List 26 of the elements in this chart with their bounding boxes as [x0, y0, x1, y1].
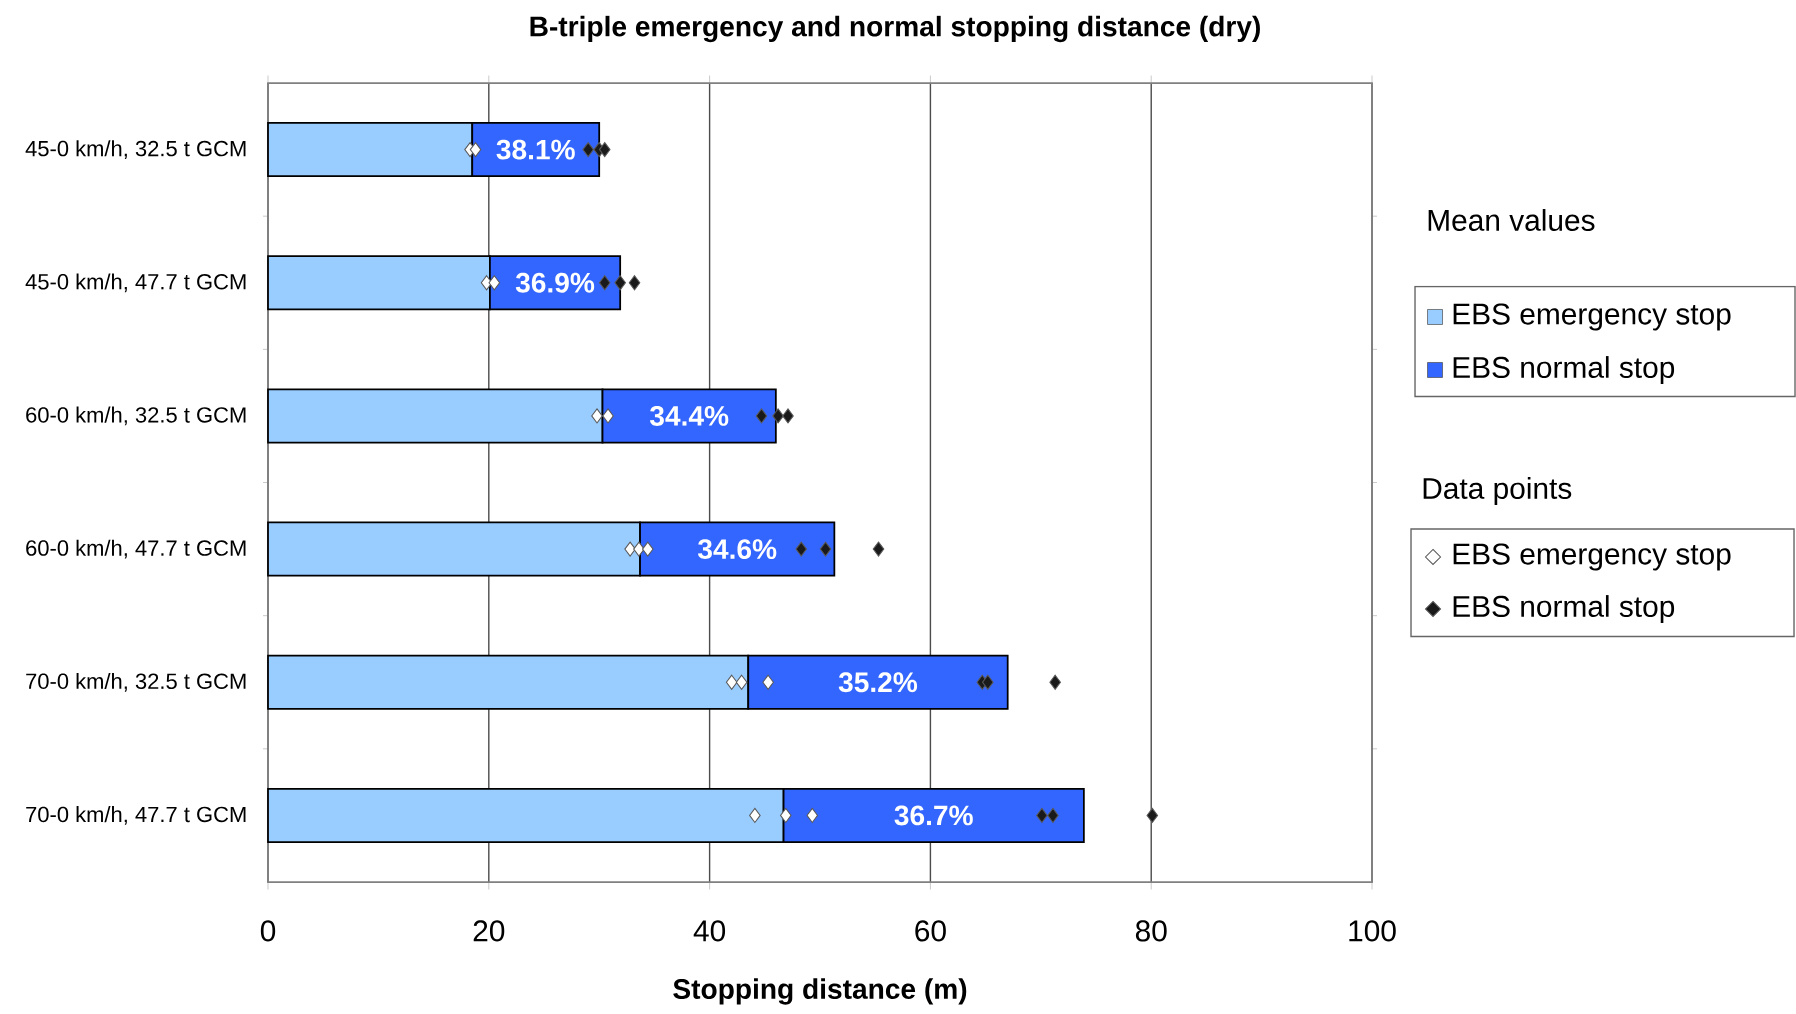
annotation: 38.1%	[496, 139, 575, 160]
annotation: 35.2%	[838, 672, 918, 693]
x-tick-label: 40	[693, 920, 726, 942]
legend-label: EBS emergency stop	[1453, 303, 1731, 331]
y-tick-label: 70-0 km/h, 47.7 t GCM	[26, 806, 246, 825]
x-tick-label: 0	[260, 920, 276, 942]
y-tick-label: 60-0 km/h, 47.7 t GCM	[26, 539, 246, 559]
x-tick-label: 80	[1135, 920, 1167, 942]
legend-label: EBS emergency stop	[1453, 543, 1731, 571]
x-axis-title: Stopping distance (m)	[673, 978, 967, 1005]
annotation: 36.7%	[894, 805, 973, 826]
annotation: 34.4%	[649, 405, 729, 426]
legend-label: EBS normal stop	[1453, 356, 1675, 384]
y-tick-label: 70-0 km/h, 32.5 t GCM	[26, 672, 246, 692]
x-tick-label: 20	[473, 920, 505, 942]
x-tick-label: 100	[1349, 920, 1396, 942]
annotation: 36.9%	[515, 272, 595, 293]
legend-title: Mean values	[1428, 209, 1595, 231]
y-tick-label: 60-0 km/h, 32.5 t GCM	[26, 406, 246, 426]
text: Data points	[1423, 477, 1572, 505]
chart-title: B-triple emergency and normal stopping distance (dry)	[530, 15, 1260, 43]
x-tick-label: 60	[915, 920, 946, 942]
y-tick-label: 45-0 km/h, 32.5 t GCM	[25, 140, 246, 159]
legend-label: EBS normal stop	[1453, 595, 1675, 623]
annotation: 34.6%	[697, 539, 777, 560]
y-tick-label: 45-0 km/h, 47.7 t GCM	[25, 273, 246, 293]
